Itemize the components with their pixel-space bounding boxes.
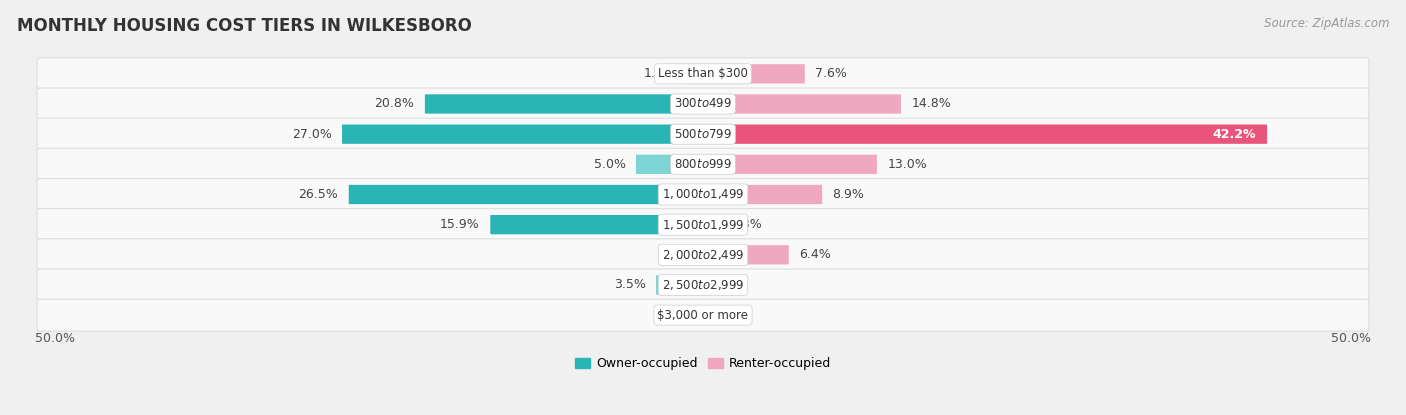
- Text: 27.0%: 27.0%: [291, 128, 332, 141]
- FancyBboxPatch shape: [349, 185, 703, 204]
- Text: 3.5%: 3.5%: [613, 278, 645, 291]
- Text: 8.9%: 8.9%: [832, 188, 865, 201]
- Text: $2,000 to $2,499: $2,000 to $2,499: [662, 248, 744, 262]
- Text: 5.0%: 5.0%: [593, 158, 626, 171]
- Legend: Owner-occupied, Renter-occupied: Owner-occupied, Renter-occupied: [569, 352, 837, 376]
- FancyBboxPatch shape: [703, 245, 789, 264]
- Text: 0.0%: 0.0%: [661, 248, 692, 261]
- Text: 6.4%: 6.4%: [799, 248, 831, 261]
- FancyBboxPatch shape: [37, 148, 1369, 180]
- FancyBboxPatch shape: [703, 185, 823, 204]
- FancyBboxPatch shape: [37, 209, 1369, 241]
- Text: Source: ZipAtlas.com: Source: ZipAtlas.com: [1264, 17, 1389, 29]
- Text: $2,500 to $2,999: $2,500 to $2,999: [662, 278, 744, 292]
- FancyBboxPatch shape: [37, 299, 1369, 331]
- FancyBboxPatch shape: [37, 118, 1369, 150]
- Text: 20.8%: 20.8%: [374, 98, 415, 110]
- Text: 1.3%: 1.3%: [731, 218, 763, 231]
- FancyBboxPatch shape: [703, 64, 804, 83]
- Text: 15.9%: 15.9%: [440, 218, 479, 231]
- FancyBboxPatch shape: [425, 94, 703, 114]
- Text: 50.0%: 50.0%: [1331, 332, 1371, 345]
- Text: 26.5%: 26.5%: [298, 188, 339, 201]
- Text: 0.0%: 0.0%: [661, 309, 692, 322]
- FancyBboxPatch shape: [491, 215, 703, 234]
- Text: 14.8%: 14.8%: [911, 98, 950, 110]
- FancyBboxPatch shape: [703, 94, 901, 114]
- FancyBboxPatch shape: [37, 239, 1369, 271]
- FancyBboxPatch shape: [657, 275, 703, 295]
- Text: Less than $300: Less than $300: [658, 67, 748, 81]
- Text: 0.0%: 0.0%: [714, 278, 745, 291]
- Text: 42.2%: 42.2%: [1212, 128, 1256, 141]
- FancyBboxPatch shape: [685, 64, 703, 83]
- FancyBboxPatch shape: [37, 58, 1369, 90]
- Text: $500 to $799: $500 to $799: [673, 128, 733, 141]
- Text: 7.6%: 7.6%: [815, 67, 846, 81]
- Text: $300 to $499: $300 to $499: [673, 98, 733, 110]
- Text: 50.0%: 50.0%: [35, 332, 75, 345]
- FancyBboxPatch shape: [703, 124, 1267, 144]
- FancyBboxPatch shape: [37, 88, 1369, 120]
- Text: 13.0%: 13.0%: [887, 158, 927, 171]
- FancyBboxPatch shape: [636, 155, 703, 174]
- Text: 0.0%: 0.0%: [714, 309, 745, 322]
- FancyBboxPatch shape: [703, 215, 721, 234]
- Text: $3,000 or more: $3,000 or more: [658, 309, 748, 322]
- FancyBboxPatch shape: [342, 124, 703, 144]
- Text: $1,500 to $1,999: $1,500 to $1,999: [662, 217, 744, 232]
- Text: $1,000 to $1,499: $1,000 to $1,499: [662, 188, 744, 201]
- FancyBboxPatch shape: [703, 155, 877, 174]
- Text: MONTHLY HOUSING COST TIERS IN WILKESBORO: MONTHLY HOUSING COST TIERS IN WILKESBORO: [17, 17, 472, 34]
- Text: 1.3%: 1.3%: [643, 67, 675, 81]
- Text: $800 to $999: $800 to $999: [673, 158, 733, 171]
- FancyBboxPatch shape: [37, 269, 1369, 301]
- FancyBboxPatch shape: [37, 178, 1369, 210]
